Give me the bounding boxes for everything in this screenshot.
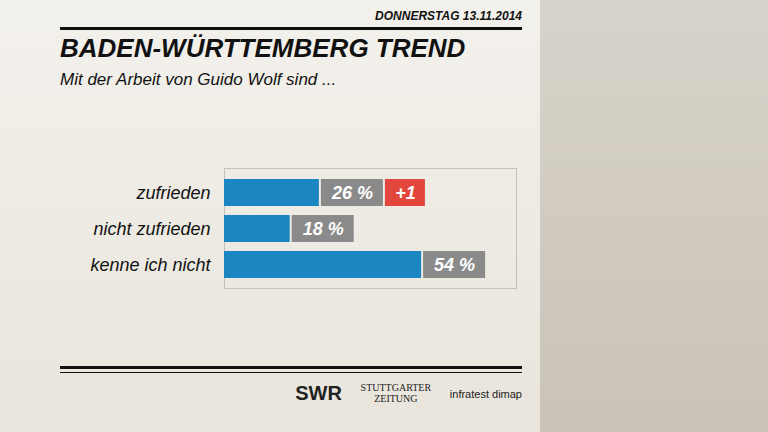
html-text:DONNERSTAG 13.11.2014: DONNERSTAG 13.11.2014	[375, 9, 522, 23]
svg-text:26 %: 26 %	[331, 183, 373, 203]
svg-text:18 %: 18 %	[303, 219, 344, 239]
html-text:SWR: SWR	[295, 382, 342, 404]
html-text:Mit der Arbeit von Guido Wolf: Mit der Arbeit von Guido Wolf sind ...	[60, 70, 337, 89]
svg-text:54 %: 54 %	[434, 255, 475, 275]
svg-text:+1: +1	[395, 183, 416, 203]
svg-text:kenne ich nicht: kenne ich nicht	[90, 255, 211, 275]
html-text:infratest dimap: infratest dimap	[449, 387, 522, 400]
svg-text:zufrieden: zufrieden	[135, 183, 210, 203]
html-text:STUTTGARTER ZEITUNG: STUTTGARTER ZEITUNG	[360, 382, 432, 404]
html-text:BADEN-WÜRTTEMBERG TREND: BADEN-WÜRTTEMBERG TREND	[60, 33, 466, 63]
svg-text:nicht zufrieden: nicht zufrieden	[93, 219, 210, 239]
